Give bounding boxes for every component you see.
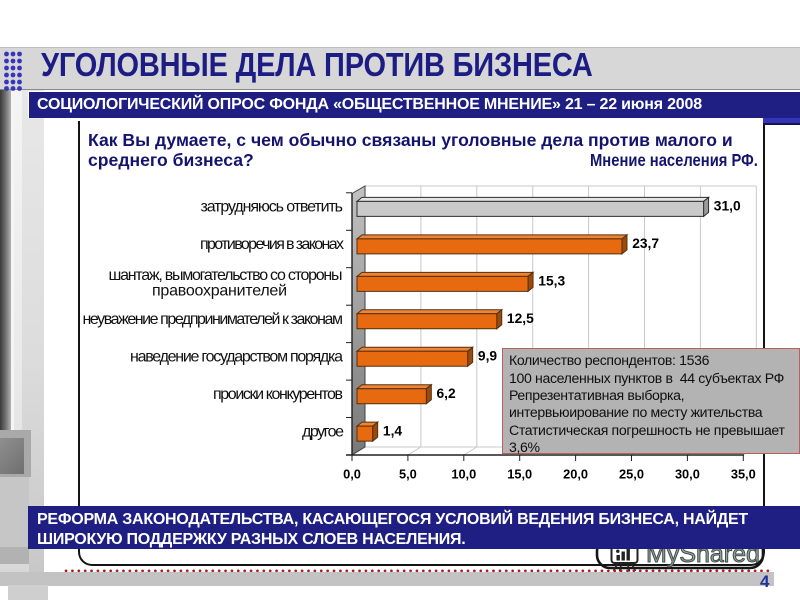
svg-text:неуважение предпринимателей к: неуважение предпринимателей к законам [83, 311, 344, 328]
svg-text:15,0: 15,0 [507, 467, 532, 482]
svg-text:10,0: 10,0 [451, 467, 476, 482]
svg-text:затрудняюсь ответить: затрудняюсь ответить [201, 199, 344, 216]
svg-text:9,9: 9,9 [478, 349, 498, 364]
svg-text:20,0: 20,0 [563, 467, 588, 482]
svg-text:30,0: 30,0 [675, 467, 700, 482]
svg-text:15,3: 15,3 [538, 274, 565, 289]
svg-text:31,0: 31,0 [714, 199, 741, 214]
svg-text:другое: другое [302, 423, 344, 440]
svg-text:12,5: 12,5 [507, 311, 534, 326]
svg-text:5,0: 5,0 [399, 467, 417, 482]
svg-text:наведение государством порядка: наведение государством порядка [130, 349, 343, 366]
svg-text:происки конкурентов: происки конкурентов [213, 386, 343, 403]
svg-text:25,0: 25,0 [619, 467, 644, 482]
svg-text:23,7: 23,7 [632, 236, 659, 251]
svg-text:противоречия в законах: противоречия в законах [200, 236, 344, 253]
svg-text:6,2: 6,2 [437, 386, 457, 401]
svg-text:35,0: 35,0 [731, 467, 756, 482]
svg-text:1,4: 1,4 [383, 424, 403, 439]
svg-text:0,0: 0,0 [343, 467, 361, 482]
svg-text:шантаж, вымогательство со стор: шантаж, вымогательство со стороны [109, 267, 343, 284]
svg-text:правоохранителей: правоохранителей [152, 282, 287, 299]
